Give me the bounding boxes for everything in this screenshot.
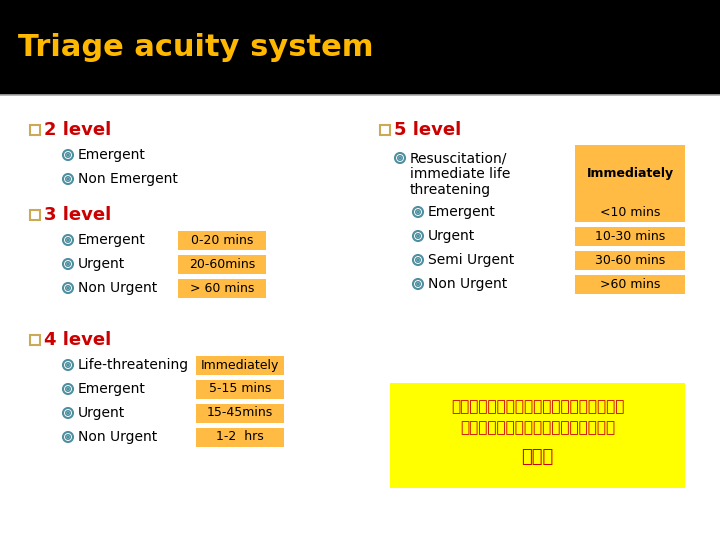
Text: 3 level: 3 level bbox=[44, 206, 112, 224]
Circle shape bbox=[67, 388, 68, 390]
FancyBboxPatch shape bbox=[575, 202, 685, 221]
Text: 0-20 mins: 0-20 mins bbox=[191, 233, 253, 246]
Text: Non Emergent: Non Emergent bbox=[78, 172, 178, 186]
Text: Immediately: Immediately bbox=[586, 167, 674, 180]
Text: ลงตามระบบคัดกรองต: ลงตามระบบคัดกรองต bbox=[460, 421, 615, 435]
Text: 5-15 mins: 5-15 mins bbox=[209, 382, 271, 395]
FancyBboxPatch shape bbox=[0, 0, 720, 95]
Text: Urgent: Urgent bbox=[428, 229, 475, 243]
Text: 20-60mins: 20-60mins bbox=[189, 258, 255, 271]
Text: 4 level: 4 level bbox=[44, 331, 112, 349]
Circle shape bbox=[67, 239, 68, 241]
Text: างๆ: างๆ bbox=[521, 448, 554, 466]
Text: Non Urgent: Non Urgent bbox=[428, 277, 508, 291]
Text: <10 mins: <10 mins bbox=[600, 206, 660, 219]
Text: 5 level: 5 level bbox=[394, 121, 462, 139]
FancyBboxPatch shape bbox=[196, 403, 284, 422]
Circle shape bbox=[67, 436, 68, 438]
Circle shape bbox=[400, 157, 401, 159]
FancyBboxPatch shape bbox=[196, 428, 284, 447]
Circle shape bbox=[67, 178, 68, 180]
Circle shape bbox=[418, 259, 419, 261]
FancyBboxPatch shape bbox=[178, 254, 266, 273]
Circle shape bbox=[418, 211, 419, 213]
Text: Semi Urgent: Semi Urgent bbox=[428, 253, 514, 267]
Text: ระยะเวลาจะเปลี่ยนแป: ระยะเวลาจะเปลี่ยนแป bbox=[451, 400, 624, 415]
Text: 10-30 mins: 10-30 mins bbox=[595, 230, 665, 242]
FancyBboxPatch shape bbox=[0, 95, 720, 540]
Text: Triage acuity system: Triage acuity system bbox=[18, 33, 374, 63]
FancyBboxPatch shape bbox=[178, 231, 266, 249]
Text: 30-60 mins: 30-60 mins bbox=[595, 253, 665, 267]
Text: Non Urgent: Non Urgent bbox=[78, 430, 157, 444]
Circle shape bbox=[67, 412, 68, 414]
Text: 15-45mins: 15-45mins bbox=[207, 407, 273, 420]
Text: 1-2  hrs: 1-2 hrs bbox=[216, 430, 264, 443]
FancyBboxPatch shape bbox=[575, 145, 685, 203]
Text: Immediately: Immediately bbox=[201, 359, 279, 372]
FancyBboxPatch shape bbox=[575, 251, 685, 269]
Text: 2 level: 2 level bbox=[44, 121, 112, 139]
Circle shape bbox=[67, 263, 68, 265]
Text: > 60 mins: > 60 mins bbox=[190, 281, 254, 294]
FancyBboxPatch shape bbox=[390, 382, 685, 488]
Circle shape bbox=[418, 235, 419, 237]
FancyBboxPatch shape bbox=[196, 355, 284, 375]
Text: Life-threatening: Life-threatening bbox=[78, 358, 189, 372]
FancyBboxPatch shape bbox=[178, 279, 266, 298]
Text: >60 mins: >60 mins bbox=[600, 278, 660, 291]
Circle shape bbox=[67, 364, 68, 366]
Text: threatening: threatening bbox=[410, 183, 491, 197]
Circle shape bbox=[67, 287, 68, 289]
Text: Emergent: Emergent bbox=[78, 382, 146, 396]
FancyBboxPatch shape bbox=[196, 380, 284, 399]
Circle shape bbox=[418, 284, 419, 285]
Circle shape bbox=[67, 154, 68, 156]
Text: Urgent: Urgent bbox=[78, 257, 125, 271]
Text: immediate life: immediate life bbox=[410, 167, 510, 181]
FancyBboxPatch shape bbox=[575, 226, 685, 246]
Text: Urgent: Urgent bbox=[78, 406, 125, 420]
Text: Emergent: Emergent bbox=[428, 205, 496, 219]
Text: Resuscitation/: Resuscitation/ bbox=[410, 151, 508, 165]
Text: Non Urgent: Non Urgent bbox=[78, 281, 157, 295]
FancyBboxPatch shape bbox=[575, 274, 685, 294]
Text: Emergent: Emergent bbox=[78, 148, 146, 162]
Text: Emergent: Emergent bbox=[78, 233, 146, 247]
